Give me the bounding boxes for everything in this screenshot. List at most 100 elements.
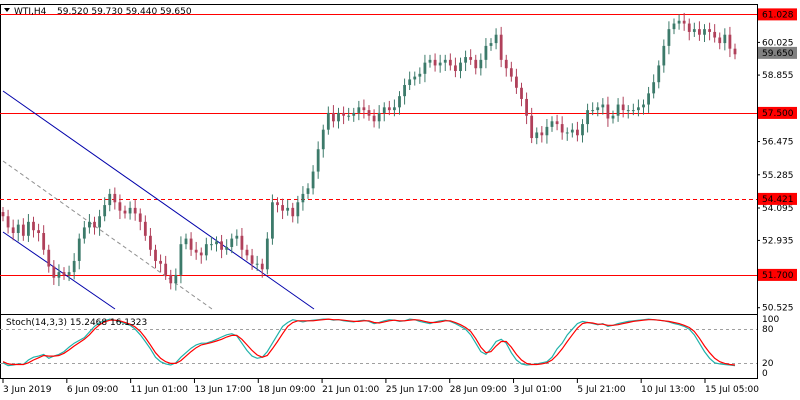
candle-body[interactable] bbox=[98, 216, 101, 228]
candle-body[interactable] bbox=[530, 115, 534, 139]
candle-body[interactable] bbox=[733, 48, 737, 55]
candle-body[interactable] bbox=[255, 263, 259, 265]
candle-body[interactable] bbox=[586, 110, 589, 125]
candle-body[interactable] bbox=[596, 107, 600, 111]
candle-body[interactable] bbox=[276, 202, 279, 206]
candle-body[interactable] bbox=[393, 107, 396, 111]
candle-body[interactable] bbox=[204, 244, 208, 256]
candle-body[interactable] bbox=[42, 233, 46, 250]
candle-body[interactable] bbox=[240, 235, 244, 250]
candle-body[interactable] bbox=[408, 79, 412, 85]
candle-body[interactable] bbox=[16, 224, 20, 234]
candle-body[interactable] bbox=[291, 207, 295, 217]
candle-body[interactable] bbox=[32, 221, 35, 231]
trendline-dashed[interactable] bbox=[2, 160, 213, 310]
candle-body[interactable] bbox=[281, 205, 284, 211]
candle-body[interactable] bbox=[677, 20, 681, 24]
horizontal-levels[interactable] bbox=[0, 14, 757, 276]
candle-body[interactable] bbox=[220, 241, 223, 250]
stoch-d-line[interactable] bbox=[2, 318, 736, 366]
candle-body[interactable] bbox=[525, 98, 528, 116]
candle-body[interactable] bbox=[67, 272, 71, 275]
candle-body[interactable] bbox=[509, 68, 513, 77]
candle-body[interactable] bbox=[631, 110, 635, 112]
candle-body[interactable] bbox=[199, 252, 203, 256]
candle-body[interactable] bbox=[113, 193, 117, 203]
candle-body[interactable] bbox=[123, 210, 127, 214]
candle-body[interactable] bbox=[362, 107, 366, 111]
candle-body[interactable] bbox=[494, 34, 498, 44]
candle-body[interactable] bbox=[296, 202, 300, 217]
candle-body[interactable] bbox=[377, 112, 381, 122]
candle-body[interactable] bbox=[210, 244, 213, 246]
candle-body[interactable] bbox=[93, 221, 96, 228]
candle-body[interactable] bbox=[215, 241, 218, 245]
candle-body[interactable] bbox=[133, 207, 137, 214]
candle-body[interactable] bbox=[459, 62, 462, 72]
candle-body[interactable] bbox=[642, 104, 645, 108]
candle-body[interactable] bbox=[535, 132, 539, 139]
candle-body[interactable] bbox=[311, 171, 315, 189]
candle-body[interactable] bbox=[21, 224, 25, 236]
candle-body[interactable] bbox=[418, 73, 422, 77]
candle-body[interactable] bbox=[667, 29, 671, 46]
candle-body[interactable] bbox=[128, 207, 132, 214]
candle-body[interactable] bbox=[62, 272, 66, 275]
candle-body[interactable] bbox=[550, 121, 554, 127]
candle-body[interactable] bbox=[454, 65, 457, 72]
candle-body[interactable] bbox=[235, 235, 239, 239]
candle-body[interactable] bbox=[189, 238, 193, 250]
candle-body[interactable] bbox=[245, 249, 249, 256]
candle-body[interactable] bbox=[576, 129, 579, 136]
candle-body[interactable] bbox=[342, 112, 345, 116]
candle-body[interactable] bbox=[692, 29, 696, 32]
candle-body[interactable] bbox=[159, 260, 162, 264]
candle-body[interactable] bbox=[657, 65, 661, 83]
candle-body[interactable] bbox=[555, 121, 559, 125]
candle-body[interactable] bbox=[703, 29, 706, 35]
candle-body[interactable] bbox=[504, 59, 508, 69]
candle-body[interactable] bbox=[672, 23, 676, 30]
candle-body[interactable] bbox=[230, 238, 234, 247]
candle-body[interactable] bbox=[489, 43, 493, 46]
candle-body[interactable] bbox=[484, 45, 488, 60]
candle-body[interactable] bbox=[545, 126, 549, 136]
candle-body[interactable] bbox=[154, 249, 157, 261]
candle-body[interactable] bbox=[469, 57, 473, 60]
candle-body[interactable] bbox=[82, 227, 86, 239]
candle-body[interactable] bbox=[621, 104, 625, 111]
candle-body[interactable] bbox=[164, 263, 168, 275]
candles[interactable] bbox=[1, 12, 737, 291]
candle-body[interactable] bbox=[448, 59, 452, 66]
candle-body[interactable] bbox=[682, 20, 686, 24]
candle-body[interactable] bbox=[138, 213, 142, 222]
candle-body[interactable] bbox=[428, 59, 432, 63]
candle-body[interactable] bbox=[570, 129, 574, 133]
candle-body[interactable] bbox=[398, 96, 401, 108]
candle-body[interactable] bbox=[37, 230, 40, 234]
candle-body[interactable] bbox=[591, 110, 595, 112]
candle-body[interactable] bbox=[520, 87, 523, 99]
candle-body[interactable] bbox=[423, 62, 427, 74]
stoch-lines[interactable] bbox=[2, 318, 736, 367]
candle-body[interactable] bbox=[271, 202, 274, 239]
candle-body[interactable] bbox=[301, 193, 305, 203]
candle-body[interactable] bbox=[88, 221, 91, 228]
candle-body[interactable] bbox=[347, 115, 351, 117]
candle-body[interactable] bbox=[382, 107, 386, 113]
triangle-down-icon[interactable] bbox=[4, 8, 10, 12]
candle-body[interactable] bbox=[708, 29, 711, 32]
candle-body[interactable] bbox=[143, 221, 147, 236]
candle-body[interactable] bbox=[515, 76, 518, 88]
candle-body[interactable] bbox=[321, 129, 325, 150]
candle-body[interactable] bbox=[565, 132, 569, 134]
candle-body[interactable] bbox=[332, 112, 335, 122]
candle-body[interactable] bbox=[169, 274, 173, 284]
candle-body[interactable] bbox=[179, 244, 183, 275]
candle-body[interactable] bbox=[286, 207, 290, 211]
candle-body[interactable] bbox=[611, 115, 615, 119]
candle-body[interactable] bbox=[108, 193, 112, 206]
candle-body[interactable] bbox=[616, 104, 620, 116]
candle-body[interactable] bbox=[626, 110, 630, 112]
